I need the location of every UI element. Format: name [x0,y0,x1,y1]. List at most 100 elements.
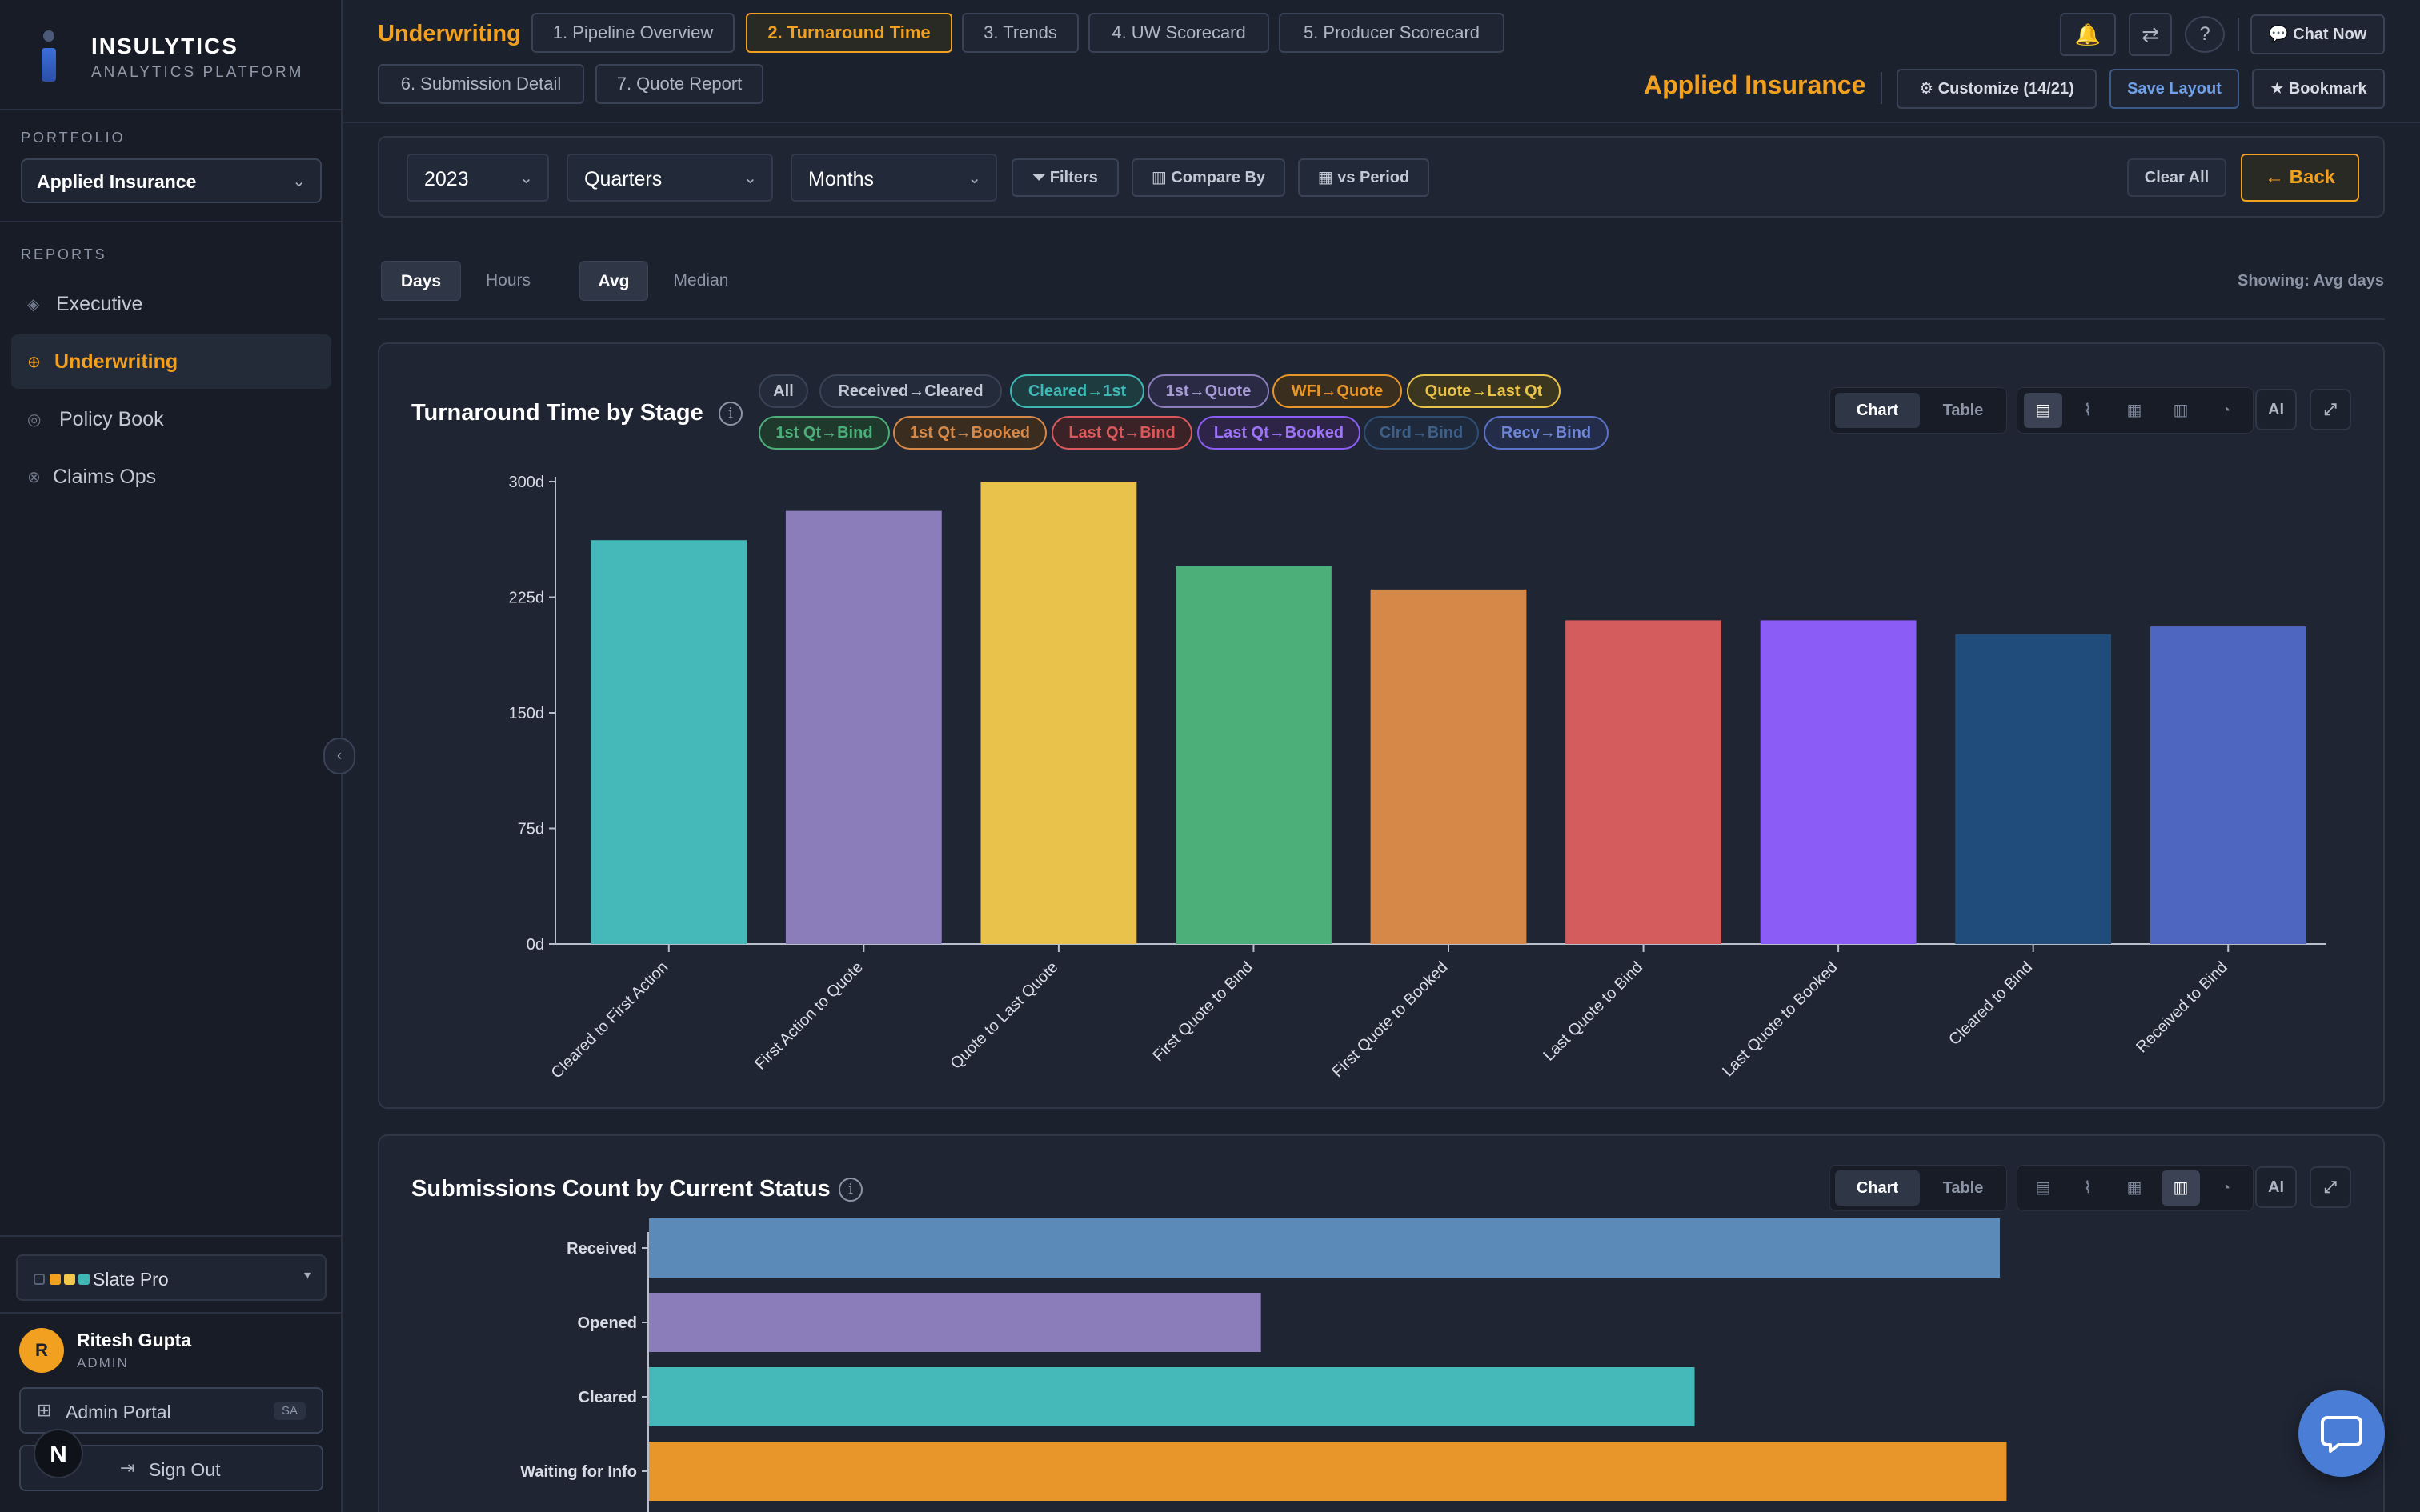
y-tick-label: 0d [527,936,544,954]
stacked-chart-icon[interactable]: ▦ [2126,1179,2142,1197]
clear-all-button[interactable]: Clear All [2127,158,2226,197]
y-tick-label: Received [567,1240,637,1258]
chip-1st-qt-bind[interactable]: 1st Qt→Bind [759,416,890,450]
divider [0,221,343,222]
line-chart-icon[interactable]: ⌇ [2084,402,2092,419]
admin-portal-button[interactable]: ⊞ Admin Portal SA [19,1387,323,1434]
portfolio-select[interactable]: Applied Insurance ⌄ [21,158,322,203]
tab-trends[interactable]: 3. Trends [962,13,1079,53]
collapse-sidebar-button[interactable]: ‹ [323,738,355,774]
filters-button[interactable]: ⏷ Filters [1012,158,1119,197]
pie-chart-icon[interactable]: ◔ [2220,402,2231,419]
year-select[interactable]: 2023 ⌄ [407,154,549,202]
portfolio-value: Applied Insurance [37,171,197,192]
expand-icon[interactable]: ⤢ [2310,389,2351,430]
bar [980,482,1137,944]
sidebar-item-policy-book[interactable]: ◎ Policy Book [11,392,331,446]
toggle-median[interactable]: Median [673,271,729,290]
bar-chart-icon[interactable]: ▤ [2035,1179,2051,1197]
divider [0,1235,343,1237]
y-tick-label: Cleared [579,1389,637,1406]
back-button[interactable]: ← Back [2241,154,2359,202]
tab-pipeline-overview[interactable]: 1. Pipeline Overview [531,13,735,53]
toggle-hours[interactable]: Hours [485,271,531,290]
bar-chart-icon[interactable]: ▤ [2024,393,2062,428]
x-tick-label: Quote to Last Quote [948,958,1062,1073]
divider [378,318,2385,320]
quarters-select[interactable]: Quarters ⌄ [567,154,773,202]
chip-last-qt-booked[interactable]: Last Qt→Booked [1197,416,1360,450]
chip-1st-qt-booked[interactable]: 1st Qt→Booked [893,416,1047,450]
ai-button[interactable]: AI [2255,1166,2297,1208]
table-view-button[interactable]: Table [1942,402,1984,419]
star-icon: ★ [2270,80,2289,98]
x-tick-label: Last Quote to Booked [1719,958,1841,1080]
expand-icon[interactable]: ⤢ [2310,1166,2351,1208]
tab-uw-scorecard[interactable]: 4. UW Scorecard [1088,13,1269,53]
chip-cleared-1st[interactable]: Cleared→1st [1010,374,1144,408]
save-layout-button[interactable]: Save Layout [2109,69,2239,109]
table-view-button[interactable]: Table [1942,1179,1984,1197]
sidebar-item-executive[interactable]: ◈ Executive [11,277,331,331]
toggle-days[interactable]: Days [381,261,461,301]
horizontal-bar-icon[interactable]: ▥ [2162,1170,2200,1206]
grid-icon: ⊞ [37,1400,52,1420]
circle-icon: ◎ [27,411,42,429]
sidebar-item-claims-ops[interactable]: ⊗ Claims Ops [11,450,331,504]
stacked-chart-icon[interactable]: ▦ [2126,402,2142,419]
n-badge-icon[interactable]: N [34,1429,83,1478]
bar [1370,589,1527,944]
swap-icon[interactable]: ⇄ [2129,13,2172,56]
theme-select[interactable]: Slate Pro ▾ [16,1254,327,1301]
pie-chart-icon[interactable]: ◔ [2220,1179,2231,1197]
y-tick-label: 225d [509,590,545,607]
tab-quote-report[interactable]: 7. Quote Report [595,64,763,104]
chart-view-button[interactable]: Chart [1835,393,1920,428]
sidebar: INSULYTICS ANALYTICS PLATFORM PORTFOLIO … [0,0,343,1512]
page-title: Underwriting [378,21,521,46]
info-icon[interactable]: i [719,402,743,426]
customize-button[interactable]: ⚙ Customize (14/21) [1897,69,2097,109]
y-tick-label: 150d [509,705,545,722]
chart-type-toggle: ▤ ⌇ ▦ ▥ ◔ [2017,1165,2254,1211]
line-chart-icon[interactable]: ⌇ [2084,1179,2092,1197]
chip-received-cleared[interactable]: Received→Cleared [819,374,1002,408]
info-icon[interactable]: i [839,1178,863,1202]
customize-label: Customize (14/21) [1937,80,2074,98]
toggle-avg[interactable]: Avg [579,261,648,301]
chip-last-qt-bind[interactable]: Last Qt→Bind [1052,416,1192,450]
chip-clrd-bind[interactable]: Clrd→Bind [1364,416,1479,450]
months-select[interactable]: Months ⌄ [791,154,997,202]
tab-submission-detail[interactable]: 6. Submission Detail [378,64,584,104]
chat-fab[interactable] [2298,1390,2385,1477]
tab-turnaround-time[interactable]: 2. Turnaround Time [746,13,952,53]
ai-button[interactable]: AI [2255,389,2297,430]
chip-1st-quote[interactable]: 1st→Quote [1148,374,1269,408]
x-tick-label: Cleared to Bind [1945,958,2036,1049]
chip-all[interactable]: All [759,374,808,408]
header-divider [343,122,2420,123]
tab-producer-scorecard[interactable]: 5. Producer Scorecard [1279,13,1504,53]
chevron-down-icon: ⌄ [968,170,981,187]
bar [649,1218,2000,1278]
bar [1760,620,1917,944]
compare-by-label: Compare By [1171,169,1266,186]
chart-view-button[interactable]: Chart [1835,1170,1920,1206]
horizontal-bar-icon[interactable]: ▥ [2173,402,2189,419]
compare-by-button[interactable]: ▥ Compare By [1132,158,1285,197]
vs-period-label: vs Period [1337,169,1410,186]
card-title: Turnaround Time by Stage [411,400,703,426]
chat-now-button[interactable]: 💬 Chat Now [2250,14,2385,54]
chip-quote-last-qt[interactable]: Quote→Last Qt [1407,374,1561,408]
chart-type-toggle: ▤ ⌇ ▦ ▥ ◔ [2017,387,2254,434]
vs-period-button[interactable]: ▦ vs Period [1298,158,1429,197]
chip-wfi-quote[interactable]: WFI→Quote [1272,374,1402,408]
chat-bubble-icon [2321,1416,2362,1453]
help-icon[interactable]: ? [2185,16,2225,53]
bookmark-button[interactable]: ★ Bookmark [2252,69,2385,109]
bar [785,510,942,944]
bell-icon[interactable]: 🔔 [2060,13,2116,56]
sidebar-item-underwriting[interactable]: ⊕ Underwriting [11,334,331,389]
chip-recv-bind[interactable]: Recv→Bind [1484,416,1609,450]
avatar[interactable]: R [19,1328,64,1373]
